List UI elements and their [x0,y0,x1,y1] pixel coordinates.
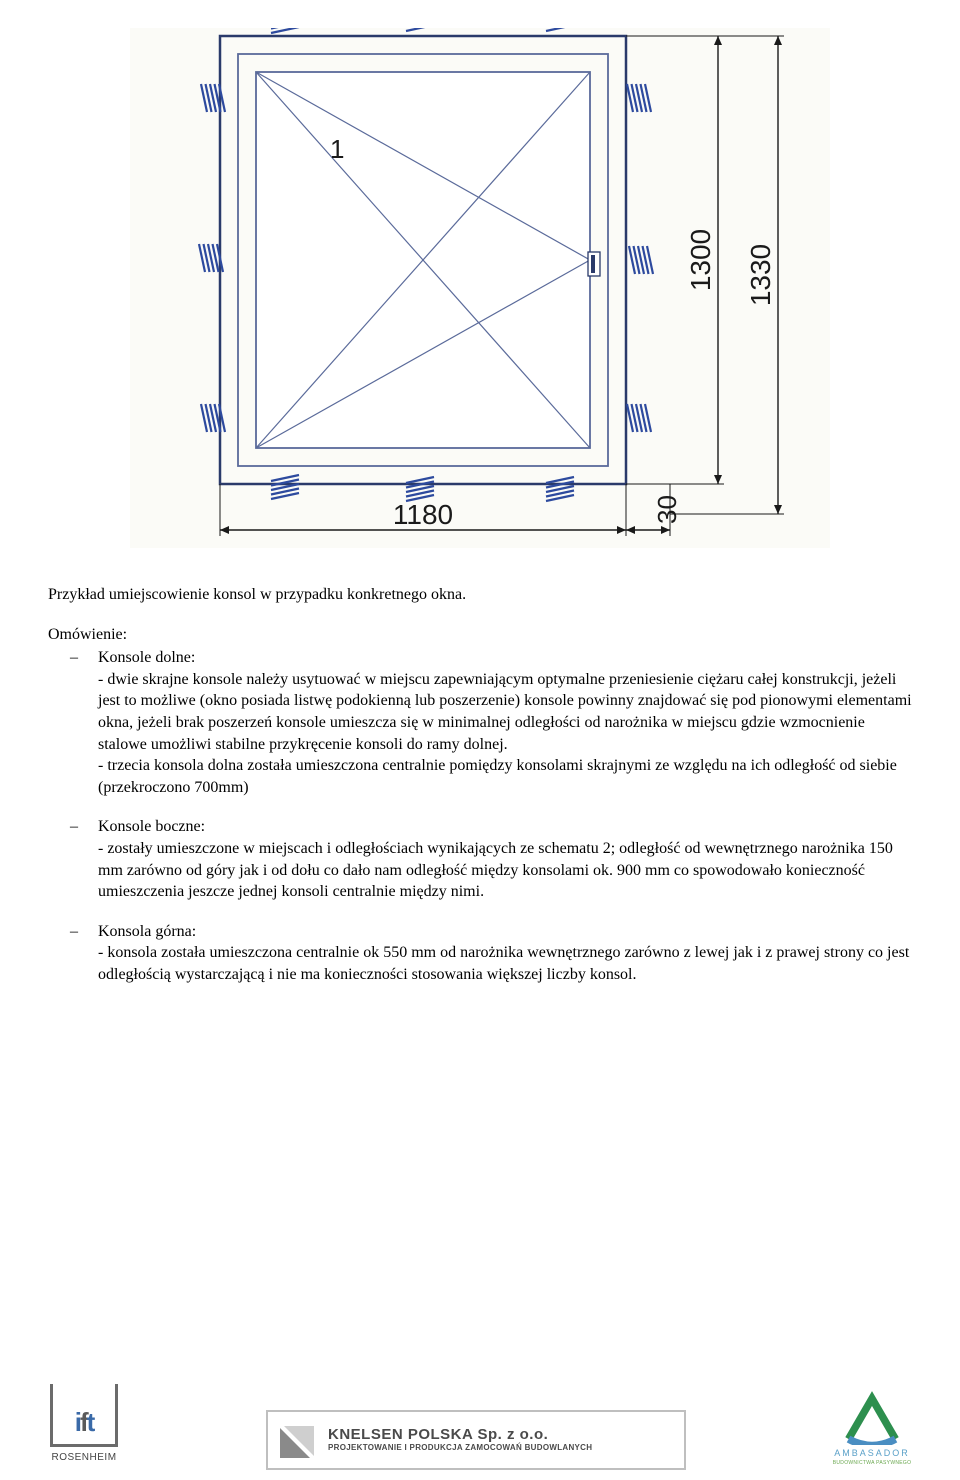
konsole-dolne-text-1: - dwie skrajne konsole należy usytuować … [98,669,912,755]
house-icon [840,1390,904,1445]
konsola-gorna-item: Konsola górna: - konsola została umieszc… [70,921,912,986]
svg-text:1330: 1330 [745,244,776,306]
konsole-boczne-text: - zostały umieszczone w miejscach i odle… [98,838,912,903]
svg-text:1300: 1300 [685,229,716,291]
svg-text:1: 1 [330,134,344,164]
konsole-dolne-item: Konsole dolne: - dwie skrajne konsole na… [70,647,912,798]
overview-heading: Omówienie: [48,624,912,646]
konsole-boczne-heading: Konsole boczne: [98,818,205,835]
svg-text:1180: 1180 [393,499,453,530]
konsole-dolne-text-2: - trzecia konsola dolna została umieszcz… [98,755,912,798]
window-technical-drawing: 1 1180 30 1300 1330 [130,28,830,548]
konsola-gorna-text: - konsola została umieszczona centralnie… [98,942,912,985]
konsole-boczne-item: Konsole boczne: - zostały umieszczone w … [70,816,912,902]
konsole-dolne-heading: Konsole dolne: [98,649,195,666]
ift-rosenheim-logo: ift ROSENHEIM [48,1384,120,1470]
konsola-gorna-heading: Konsola górna: [98,923,196,940]
ambasador-logo: AMBASADOR BUDOWNICTWA PASYWNEGO [832,1390,912,1470]
arrow-icon [278,1420,318,1460]
example-title: Przykład umiejscowienie konsol w przypad… [48,584,912,606]
svg-text:30: 30 [652,495,682,524]
knelsen-polska-logo: KNELSEN POLSKA Sp. z o.o. PROJEKTOWANIE … [266,1410,686,1470]
